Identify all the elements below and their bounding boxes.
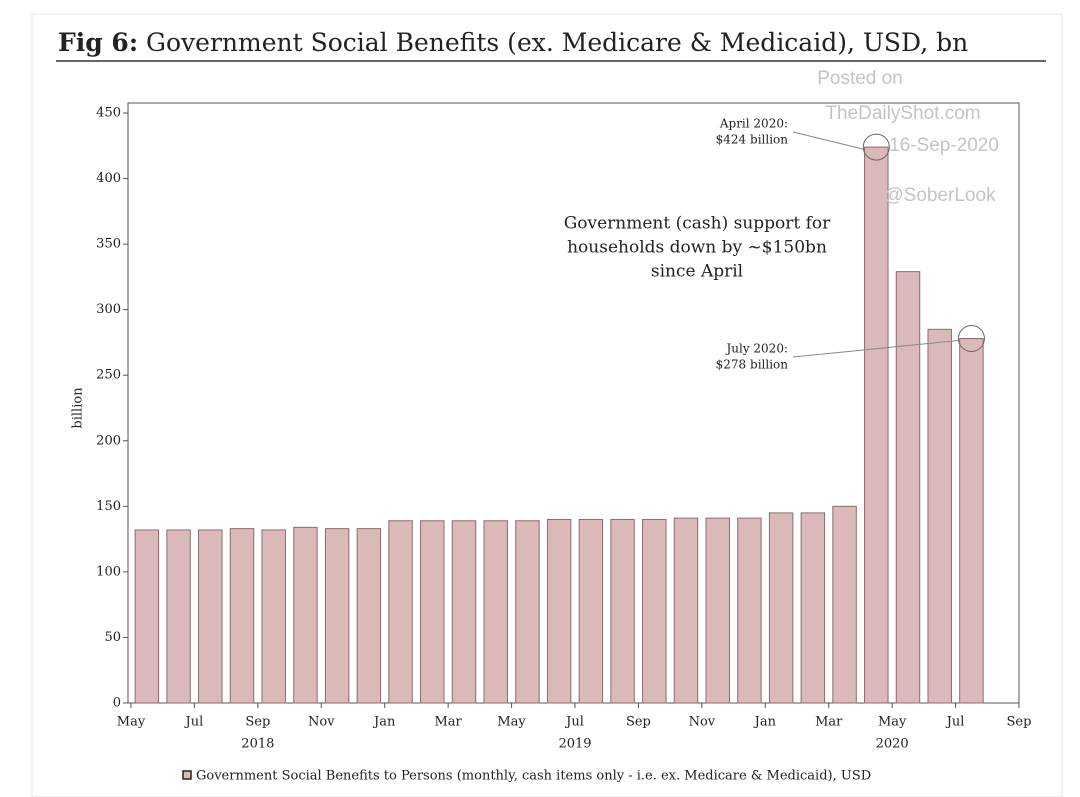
x-tick-label: May: [878, 715, 907, 730]
note-text: Government (cash) support for: [564, 214, 831, 234]
watermark: Posted on: [817, 68, 903, 89]
bar: [673, 517, 699, 704]
bar: [166, 529, 191, 704]
bar: [737, 517, 762, 704]
y-tick-label: 350: [96, 237, 121, 252]
x-tick-label: Nov: [689, 715, 716, 730]
bar: [959, 338, 984, 704]
annotation-text: $278 billion: [716, 358, 789, 372]
bar: [832, 505, 857, 704]
bar: [705, 517, 730, 704]
x-tick-label: Nov: [308, 715, 335, 730]
bar: [610, 518, 635, 704]
x-tick-label: Jan: [372, 715, 396, 730]
annotation-text: April 2020:: [719, 117, 788, 131]
bar: [515, 520, 540, 704]
bar: [546, 518, 572, 704]
x-year-label: 2020: [876, 737, 909, 752]
x-year-label: 2019: [558, 737, 591, 752]
legend-swatch: [182, 770, 192, 780]
watermark: TheDailyShot.com: [825, 103, 980, 124]
x-tick-label: Jan: [753, 715, 777, 730]
annotation-text: $424 billion: [716, 133, 789, 147]
title-text: Government Social Benefits (ex. Medicare…: [146, 28, 968, 57]
x-tick-label: Sep: [1007, 715, 1032, 730]
y-tick-label: 100: [96, 564, 121, 579]
highlight-circle: [862, 133, 890, 161]
y-tick-label: 50: [104, 630, 121, 645]
x-tick-label: Sep: [626, 715, 651, 730]
bar: [134, 529, 160, 704]
bar: [420, 520, 445, 704]
annotation-leader: [792, 340, 959, 358]
y-tick-label: 300: [96, 302, 121, 317]
bar: [642, 518, 667, 704]
bar: [324, 528, 350, 704]
legend-label: Government Social Benefits to Persons (m…: [196, 769, 871, 784]
frame: [31, 13, 1063, 797]
x-tick-label: May: [117, 715, 146, 730]
bar: [293, 526, 318, 704]
bar: [229, 528, 255, 704]
bar: [864, 146, 889, 704]
x-tick-label: Sep: [245, 715, 270, 730]
bar: [198, 529, 223, 704]
bar: [261, 529, 286, 704]
chart-title: Fig 6: Government Social Benefits (ex. M…: [58, 28, 968, 57]
watermark: @SoberLook: [884, 185, 996, 206]
x-tick-label: Jul: [945, 715, 965, 730]
watermark: 16-Sep-2020: [889, 135, 999, 156]
y-axis-label: billion: [71, 387, 86, 429]
bar: [483, 520, 508, 704]
plot-frame: [127, 102, 1020, 704]
bar: [356, 528, 382, 704]
y-tick-label: 250: [96, 368, 121, 383]
note-text: households down by ~$150bn: [567, 238, 827, 258]
x-year-label: 2018: [241, 737, 274, 752]
y-tick-label: 450: [96, 106, 121, 121]
x-tick-label: Mar: [815, 715, 843, 730]
bar: [895, 271, 921, 704]
annotation-leader: [792, 131, 864, 150]
title-prefix: Fig 6:: [58, 28, 138, 57]
highlight-circle: [957, 325, 985, 353]
bar: [927, 328, 952, 704]
y-tick-label: 200: [96, 433, 121, 448]
bar: [451, 520, 477, 704]
y-tick-label: 150: [96, 499, 121, 514]
x-tick-label: May: [497, 715, 526, 730]
bar: [800, 512, 826, 704]
x-tick-label: Mar: [435, 715, 463, 730]
x-tick-label: Jul: [564, 715, 584, 730]
bar: [578, 518, 604, 704]
note-text: since April: [651, 262, 743, 282]
y-tick-label: 0: [113, 696, 121, 711]
y-tick-label: 400: [96, 171, 121, 186]
bar: [768, 512, 794, 704]
annotation-text: July 2020:: [724, 342, 788, 356]
x-tick-label: Jul: [184, 715, 204, 730]
bar: [388, 520, 413, 704]
